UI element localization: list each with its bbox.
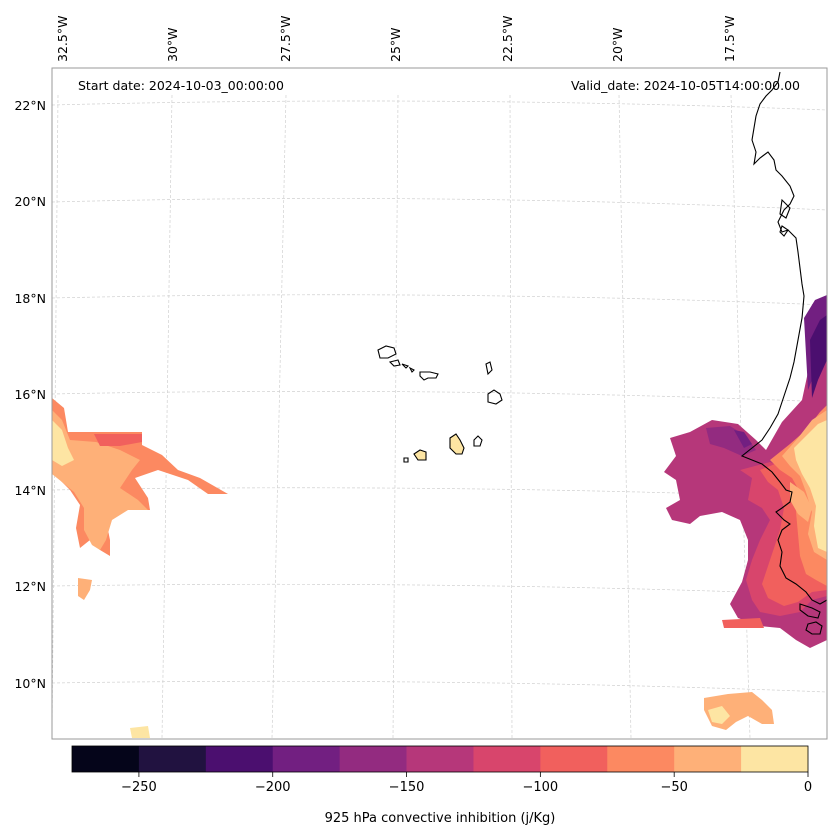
lat-label: 20°N <box>14 194 46 209</box>
colorbar-tick-label: 0 <box>804 780 812 795</box>
west-africa-coastline <box>740 71 828 635</box>
lon-label: 20°W <box>610 27 625 62</box>
colorbar-swatch <box>540 746 608 772</box>
colorbar-tick-label: −200 <box>255 780 291 795</box>
colorbar-swatches <box>72 746 809 772</box>
colorbar-swatch <box>607 746 675 772</box>
colorbar-swatch <box>674 746 742 772</box>
lon-label: 17.5°W <box>722 16 737 62</box>
lat-label: 12°N <box>14 579 46 594</box>
longitude-labels: 32.5°W 30°W 27.5°W 25°W 22.5°W 20°W 17.5… <box>55 16 737 62</box>
latitude-labels: 22°N 20°N 18°N 16°N 14°N 12°N 10°N <box>14 98 46 691</box>
lat-label: 16°N <box>14 387 46 402</box>
colorbar-tick-label: −150 <box>389 780 425 795</box>
colorbar-label: 925 hPa convective inhibition (j/Kg) <box>325 811 556 826</box>
colorbar-swatch <box>138 746 207 772</box>
colorbar-tick-label: −50 <box>660 780 687 795</box>
colorbar-frame <box>71 745 809 773</box>
lon-label: 25°W <box>388 27 403 62</box>
cin-field-east <box>664 295 827 730</box>
lat-label: 22°N <box>14 98 46 113</box>
colorbar-swatch <box>205 746 274 772</box>
colorbar-swatch <box>272 746 341 772</box>
colorbar: −250 −200 −150 −100 −50 0 925 hPa convective … <box>71 745 812 826</box>
map-frame <box>51 67 828 740</box>
colorbar-ticks: −250 −200 −150 −100 −50 0 <box>121 772 812 795</box>
gridlines <box>51 94 828 739</box>
cape-verde-islands <box>377 345 503 463</box>
valid-date-label: Valid_date: 2024-10-05T14:00:00.00 <box>571 78 800 93</box>
colorbar-tick-label: −100 <box>523 780 559 795</box>
lat-label: 10°N <box>14 676 46 691</box>
lat-label: 18°N <box>14 291 46 306</box>
colorbar-swatch <box>741 746 809 772</box>
lon-label: 32.5°W <box>55 16 70 62</box>
colorbar-swatch <box>72 746 140 772</box>
colorbar-swatch <box>406 746 474 772</box>
lon-label: 27.5°W <box>278 16 293 62</box>
start-date-label: Start date: 2024-10-03_00:00:00 <box>78 78 284 93</box>
lon-label: 30°W <box>165 27 180 62</box>
lon-label: 22.5°W <box>500 16 515 62</box>
cin-field-west <box>52 398 228 738</box>
colorbar-swatch <box>339 746 407 772</box>
colorbar-tick-label: −250 <box>121 780 157 795</box>
lat-label: 14°N <box>14 483 46 498</box>
colorbar-swatch <box>473 746 541 772</box>
